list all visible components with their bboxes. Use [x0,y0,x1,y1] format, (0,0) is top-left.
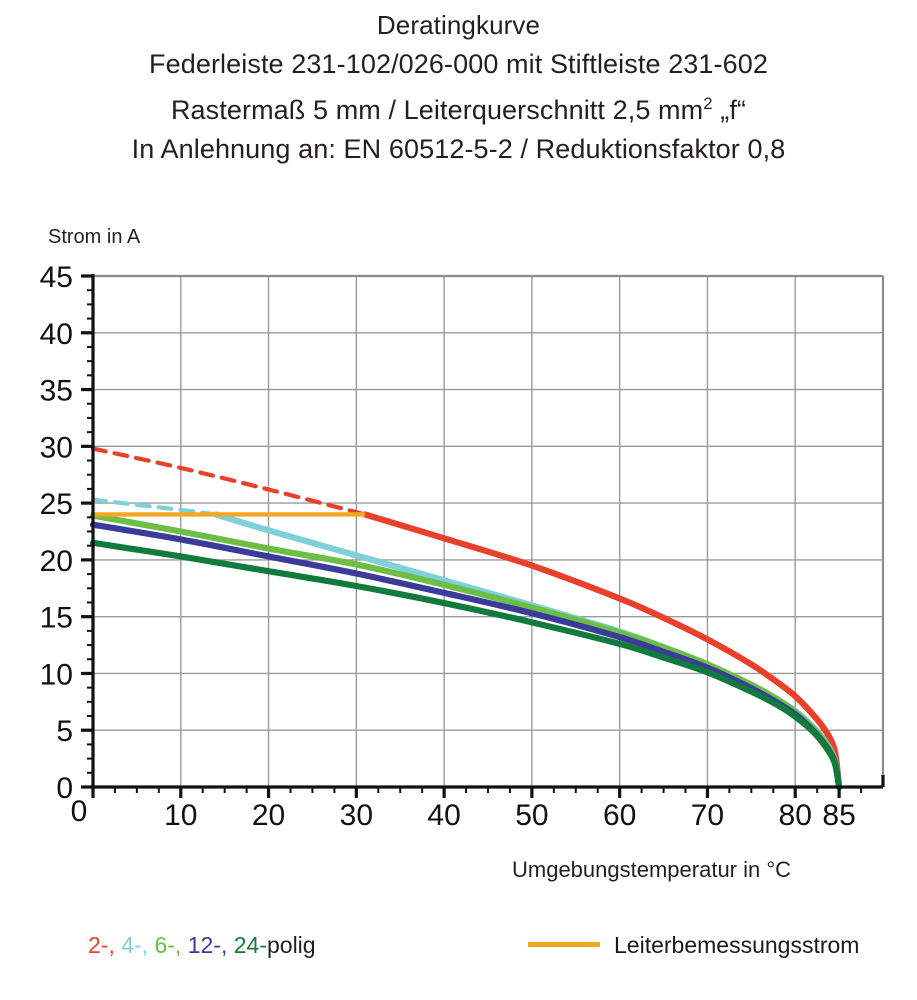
title-line-3: Rastermaß 5 mm / Leiterquerschnitt 2,5 m… [0,84,917,130]
y-axis-title: Strom in A [48,226,141,248]
x-axis-title: Umgebungstemperatur in °C [512,857,792,882]
chart-title-block: Deratingkurve Federleiste 231-102/026-00… [0,6,917,169]
x-tick-label-0: 0 [71,795,88,828]
legend-pole-suffix: polig [266,932,316,958]
y-tick-label-25: 25 [40,488,73,521]
title-line-3-superscript: 2 [703,94,713,113]
legend-pole-3: 12-, [187,932,228,958]
x-tick-label-40: 40 [427,799,460,832]
rated-current-swatch [528,942,600,948]
title-line-1: Deratingkurve [376,10,541,40]
title-line-3-main: Rastermaß 5 mm / Leiterquerschnitt 2,5 m… [170,95,704,125]
legend-pole-4: 24- [233,932,267,958]
legend-pole-1: 4-, [121,932,149,958]
series-24-polig [89,539,843,791]
x-tick-label-70: 70 [691,799,724,832]
legend-pole-0: 2-, [88,932,115,958]
chart-legend: 2-, 4-, 6-, 12-, 24-polig Leiterbemessun… [0,930,917,978]
y-tick-label-35: 35 [40,375,73,408]
curve-4-polig-dashed [90,497,221,517]
x-tick-label-60: 60 [603,799,636,832]
legend-poles: 2-, 4-, 6-, 12-, 24-polig [88,932,316,959]
title-line-4: In Anlehnung an: EN 60512-5-2 / Reduktio… [131,134,786,164]
y-tick-label-0: 0 [56,772,73,805]
x-tick-label-50: 50 [515,799,548,832]
y-tick-label-5: 5 [56,715,73,748]
y-tick-label-20: 20 [40,545,73,578]
y-tick-label-10: 10 [40,658,73,691]
legend-pole-2: 6-, [154,932,182,958]
curve-24-polig-solid [89,539,843,791]
curve-2-polig-dashed [90,446,369,517]
curve-2-polig-solid [362,511,843,791]
x-tick-label-30: 30 [340,799,373,832]
rated-current-label: Leiterbemessungsstrom [614,932,860,958]
series-2-polig [90,446,843,791]
y-tick-label-30: 30 [40,431,73,464]
title-line-3-suffix: „f“ [712,95,747,125]
y-tick-label-15: 15 [40,602,73,635]
x-tick-label-85: 85 [822,799,855,832]
title-line-2: Federleiste 231-102/026-000 mit Stiftlei… [149,49,768,79]
y-tick-label-40: 40 [40,318,73,351]
x-tick-label-80: 80 [779,799,812,832]
y-tick-label-45: 45 [40,261,73,294]
x-tick-label-10: 10 [164,799,197,832]
x-tick-label-20: 20 [252,799,285,832]
legend-rated-current: Leiterbemessungsstrom [528,932,859,959]
plot-background [93,276,883,787]
